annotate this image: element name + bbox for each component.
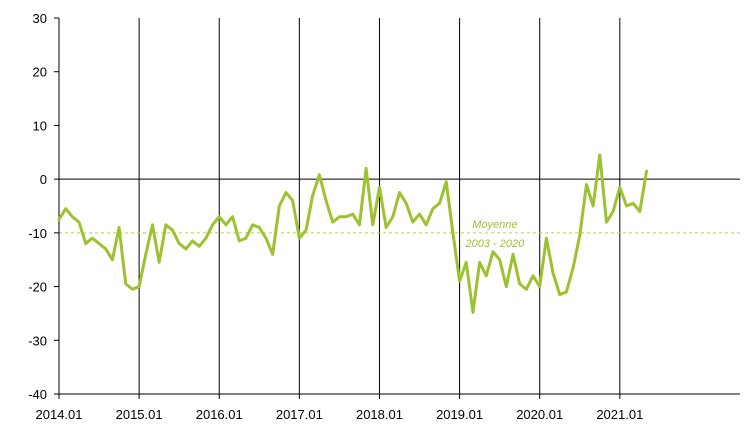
x-tick-label: 2019.01	[436, 407, 483, 422]
x-tick-label: 2020.01	[516, 407, 563, 422]
y-tick-label: 10	[33, 118, 47, 133]
y-tick-label: 20	[33, 65, 47, 80]
vertical-gridlines	[138, 18, 621, 394]
x-tick-label: 2015.01	[116, 407, 163, 422]
series-group	[57, 153, 649, 314]
x-tick-label: 2014.01	[36, 407, 83, 422]
y-tick-label: -30	[28, 333, 47, 348]
x-tick-label: 2016.01	[196, 407, 243, 422]
y-tick-label: -40	[28, 387, 47, 402]
x-axis-ticks: 2014.01 2015.01 2016.01 2017.01 2018.01 2019.…	[36, 394, 643, 422]
y-tick-label: -10	[28, 226, 47, 241]
x-tick-label: 2017.01	[276, 407, 323, 422]
y-tick-label: -20	[28, 280, 47, 295]
reference-line-group: Moyenne 2003 - 2020	[59, 219, 740, 250]
x-tick-label: 2018.01	[356, 407, 403, 422]
y-axis-ticks: 30 20 10 0 -10 -20 -30 -40	[28, 11, 59, 402]
y-tick-label: 30	[33, 11, 47, 26]
reference-label-line1: Moyenne	[472, 219, 517, 231]
x-tick-label: 2021.01	[596, 407, 643, 422]
axes	[58, 18, 740, 395]
series-line	[57, 153, 649, 314]
y-tick-label: 0	[40, 172, 47, 187]
reference-label-line2: 2003 - 2020	[464, 238, 525, 250]
